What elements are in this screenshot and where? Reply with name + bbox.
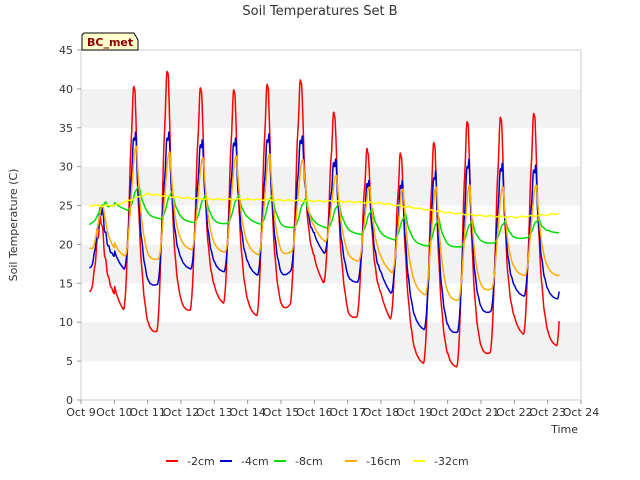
x-tick-label: Oct 24 xyxy=(563,406,600,419)
grid-band xyxy=(81,283,581,323)
legend-label: -8cm xyxy=(295,455,323,468)
x-tick-label: Oct 23 xyxy=(529,406,566,419)
station-badge: BC_met xyxy=(81,32,139,51)
x-axis-title: Time xyxy=(550,423,578,436)
legend-label: -16cm xyxy=(366,455,401,468)
series-layer xyxy=(88,70,560,368)
x-tick-label: Oct 18 xyxy=(363,406,400,419)
x-tick-label: Oct 17 xyxy=(329,406,366,419)
grid-band xyxy=(81,50,581,89)
y-tick-label: 0 xyxy=(66,394,73,407)
y-axis-title: Soil Temperature (C) xyxy=(7,169,20,282)
plot-frame xyxy=(80,49,582,401)
grid-band xyxy=(81,322,581,362)
chart-title: Soil Temperatures Set B xyxy=(242,4,397,19)
y-tick-label: 40 xyxy=(59,83,73,96)
x-tick-label: Oct 14 xyxy=(229,406,266,419)
legend: -2cm -4cm -8cm -16cm -32cm xyxy=(166,455,469,468)
y-tick-label: 30 xyxy=(59,161,73,174)
x-tick-label: Oct 22 xyxy=(496,406,533,419)
badge-box xyxy=(81,32,139,51)
legend-label: -32cm xyxy=(434,455,469,468)
y-tick-label: 35 xyxy=(59,122,73,135)
grid-band xyxy=(81,244,581,284)
series-line-m2cm xyxy=(88,70,560,368)
grid-band xyxy=(81,88,581,128)
legend-label: -2cm xyxy=(187,455,215,468)
series-line-m32cm xyxy=(88,192,560,219)
y-axis-ticks: 0 5 10 15 20 25 30 35 40 45 xyxy=(59,44,81,407)
x-tick-label: Oct 16 xyxy=(296,406,333,419)
y-tick-label: 20 xyxy=(59,238,73,251)
grid-band xyxy=(81,361,581,400)
y-tick-label: 25 xyxy=(59,200,73,213)
badge-label: BC_met xyxy=(87,36,133,49)
x-tick-label: Oct 13 xyxy=(196,406,233,419)
series-line-m16cm xyxy=(88,145,560,302)
x-tick-label: Oct 19 xyxy=(396,406,433,419)
legend-label: -4cm xyxy=(241,455,269,468)
y-tick-label: 15 xyxy=(59,277,73,290)
y-tick-label: 45 xyxy=(59,44,73,57)
series-line-m4cm xyxy=(88,131,560,334)
x-tick-label: Oct 21 xyxy=(463,406,500,419)
x-tick-label: Oct 15 xyxy=(263,406,300,419)
y-tick-label: 10 xyxy=(59,316,73,329)
y-tick-label: 5 xyxy=(66,355,73,368)
x-tick-label: Oct 11 xyxy=(129,406,166,419)
series-line-m8cm xyxy=(88,184,560,248)
x-tick-label: Oct 20 xyxy=(429,406,466,419)
x-tick-label: Oct 10 xyxy=(96,406,133,419)
x-tick-label: Oct 9 xyxy=(66,406,96,419)
x-tick-label: Oct 12 xyxy=(163,406,200,419)
